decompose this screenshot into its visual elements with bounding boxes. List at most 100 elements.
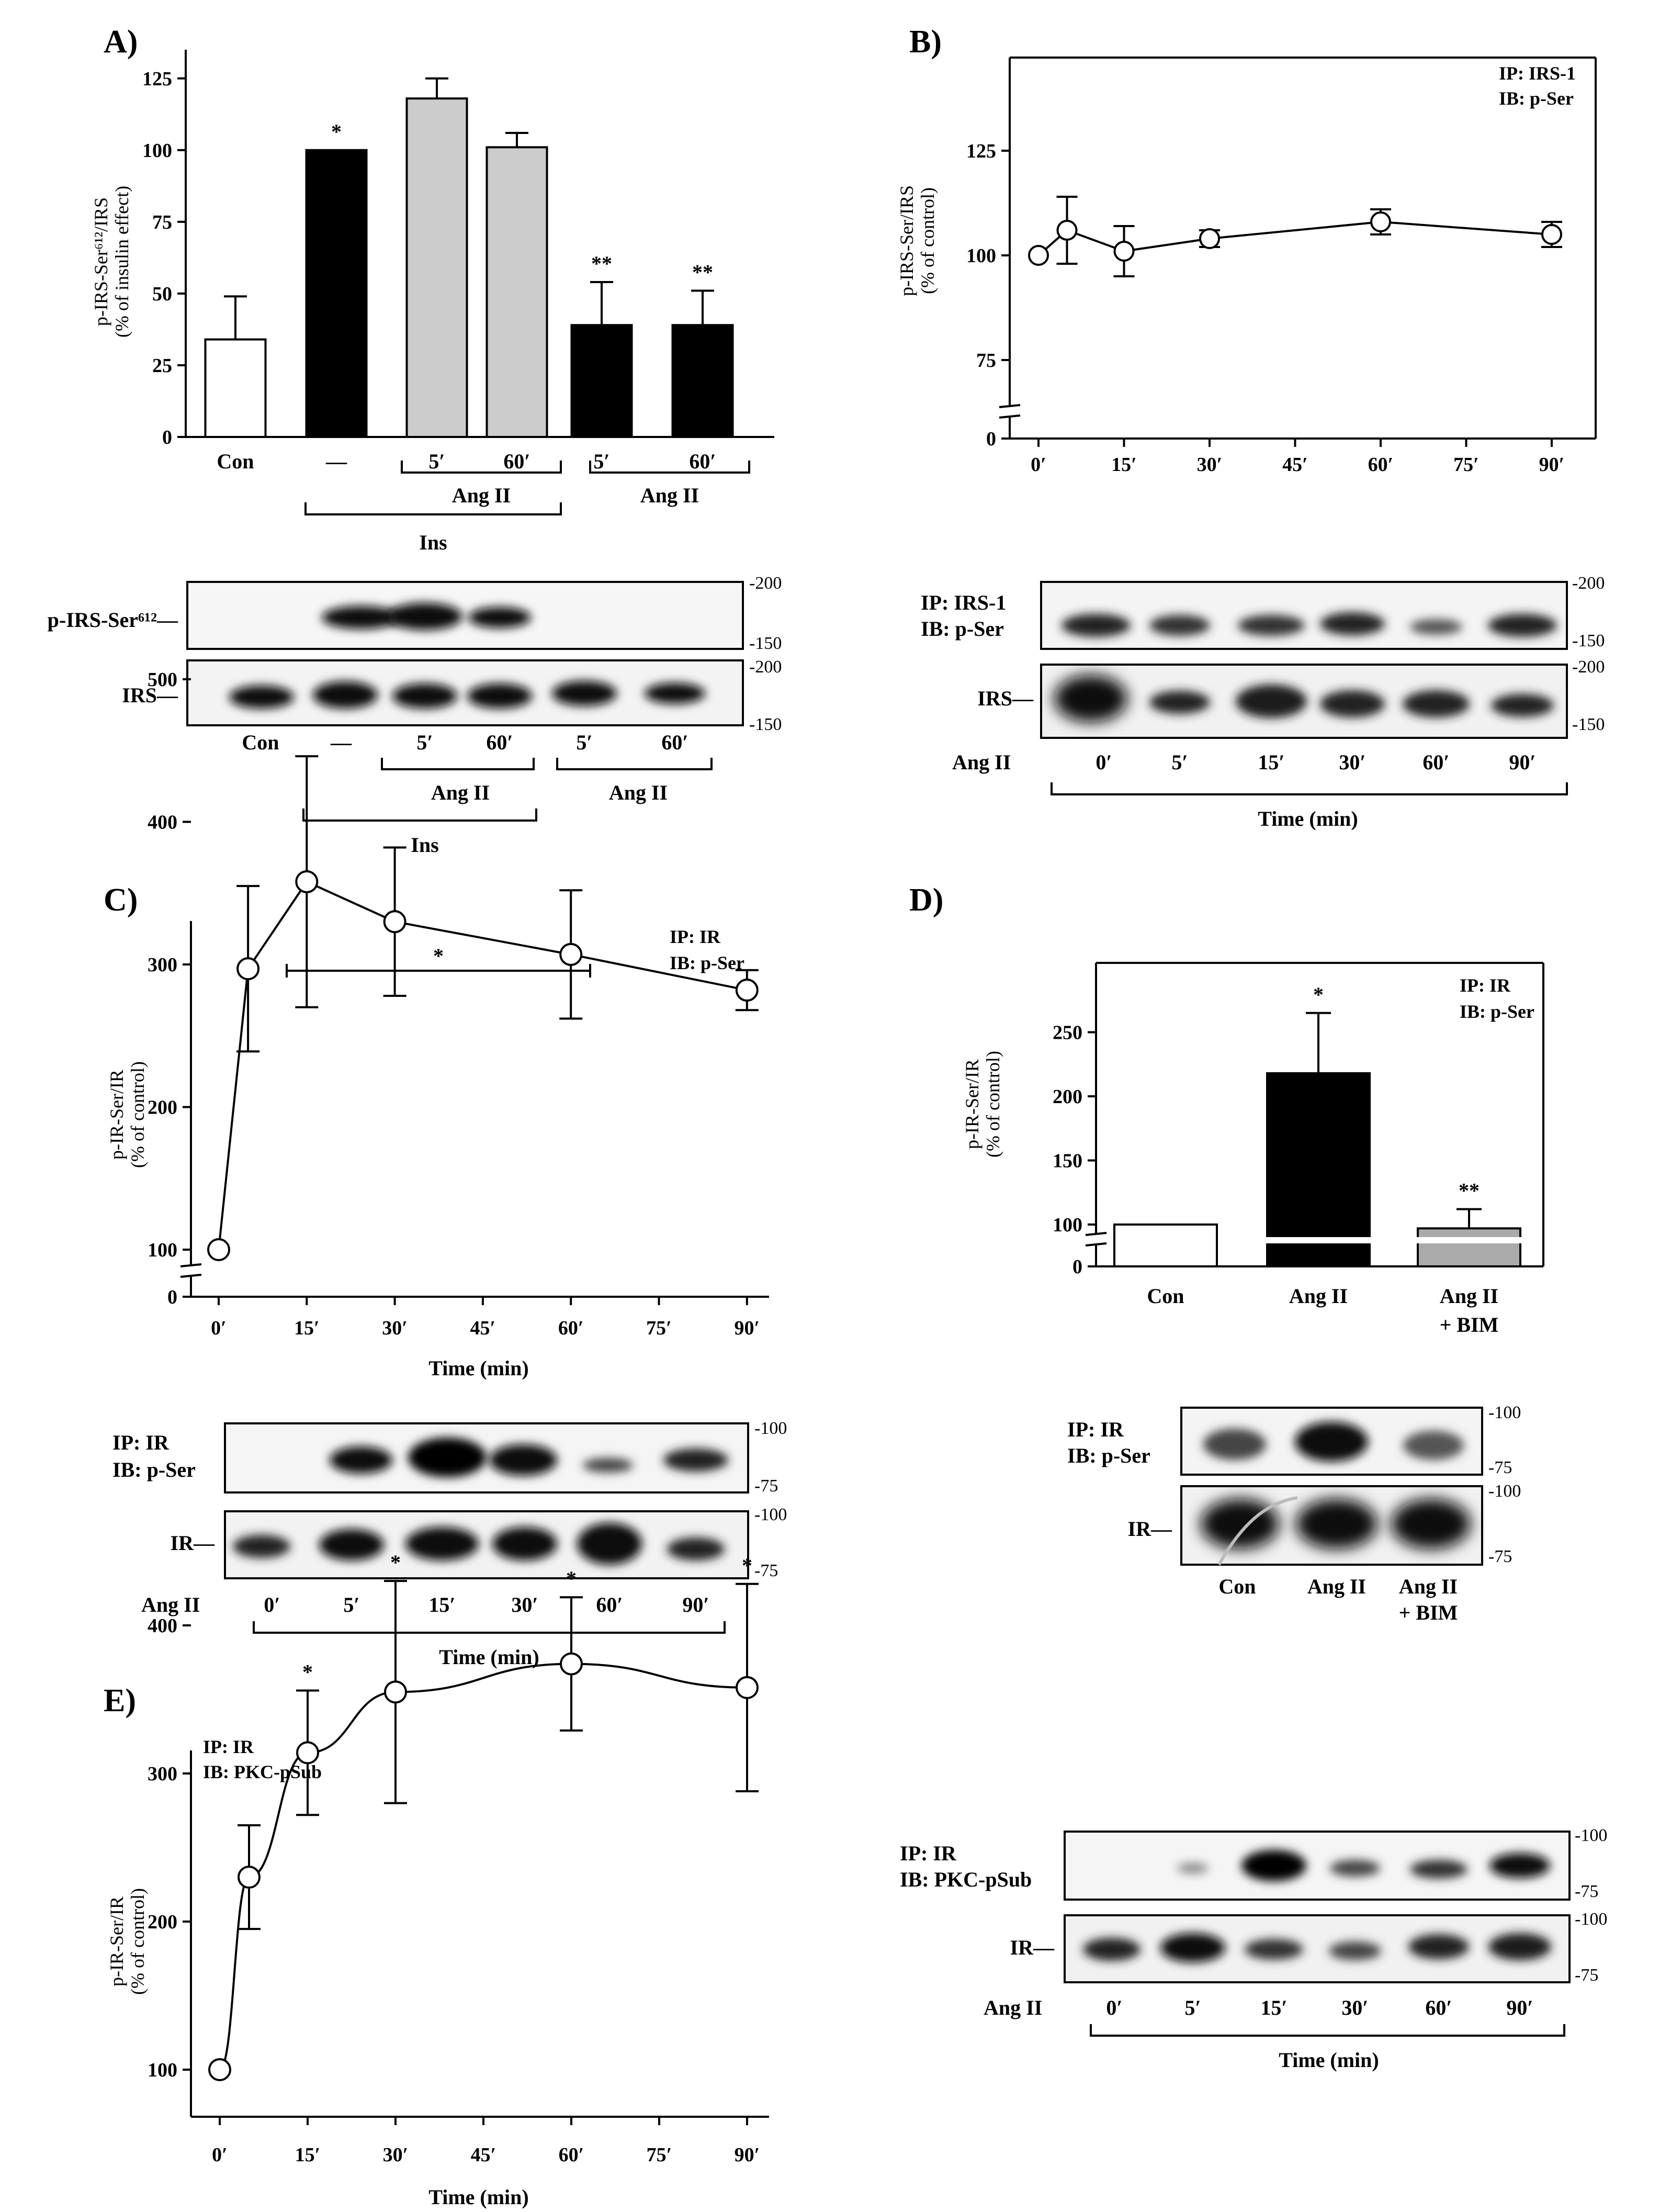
panel-c-blot: [224, 1422, 749, 1579]
band: [1238, 615, 1305, 636]
x-tick-label: 90′: [734, 1317, 760, 1339]
data-point: [383, 910, 407, 934]
blot-e-lane-2: 5′: [1184, 1996, 1201, 2019]
panel-e-ylabel-line1: p-IR-Ser/IR: [106, 1896, 127, 1986]
bar: [1266, 1072, 1371, 1267]
panel-d-bar-label-3: Ang II: [1440, 1284, 1498, 1308]
blot-a-group-ins: Ins: [411, 833, 438, 857]
blot-b-lane-2: 5′: [1171, 750, 1188, 774]
blot-b-row2-label: IRS—: [977, 687, 1034, 710]
blot-b-mw1-top: -200: [1572, 574, 1605, 593]
bar: [204, 338, 267, 439]
blot-b-mw2-top: -200: [1572, 657, 1605, 677]
blot-b-bracket: [1051, 782, 1568, 795]
blot-a-mw1-top: -200: [749, 574, 782, 593]
blot-e-row2-label: IR—: [1010, 1936, 1055, 1959]
blot-e-row1: [1064, 1831, 1571, 1901]
x-tick-label: 30′: [382, 1317, 408, 1339]
blot-c-row1: [224, 1422, 749, 1494]
blot-b-lane-1: 0′: [1096, 750, 1112, 774]
blot-a-lane-4: 60′: [486, 731, 513, 754]
blot-d-mw2-top: -100: [1488, 1481, 1521, 1501]
blot-a-row1-label: p-IRS-Ser⁶¹²—: [48, 608, 178, 632]
data-point: [736, 1676, 759, 1699]
blot-c-mw2-bottom: -75: [754, 1561, 778, 1580]
panel-c-ylabel-line2: (% of control): [127, 1061, 148, 1168]
y-tick-label: 200: [1053, 1086, 1082, 1108]
x-tick-label: 45′: [470, 1317, 496, 1339]
band: [1408, 1934, 1469, 1959]
significance-star: *: [390, 1551, 401, 1574]
significance-star: *: [1313, 983, 1324, 1006]
blot-a-lane-1: Con: [242, 731, 279, 754]
panel-e-ylabel: p-IR-Ser/IR (% of control): [106, 1888, 148, 1995]
band: [667, 1537, 725, 1560]
blot-d-ib: IB: p-Ser: [1067, 1444, 1150, 1467]
blot-c-ip: IP: IR: [112, 1431, 170, 1454]
band: [1491, 694, 1554, 717]
panel-e-ylabel-line2: (% of control): [127, 1888, 148, 1995]
band: [1054, 675, 1127, 722]
blot-a-group-angii-ins: Ang II: [431, 781, 490, 804]
axis-break-mark: [180, 1263, 202, 1267]
band: [1488, 614, 1557, 637]
blot-d-mw2-bottom: -75: [1488, 1547, 1512, 1566]
x-tick-label: 45′: [1282, 454, 1308, 476]
blot-b-ib: IB: p-Ser: [921, 617, 1004, 641]
x-tick-label: 75′: [646, 1317, 672, 1339]
panel-c-ylabel-line1: p-IR-Ser/IR: [106, 1070, 127, 1160]
panel-d-ylabel-line1: p-IR-Ser/IR: [962, 1059, 983, 1149]
blot-e-xlabel: Time (min): [1279, 2048, 1379, 2072]
data-point: [208, 2058, 231, 2081]
bar: [1113, 1223, 1218, 1267]
band: [1410, 619, 1462, 635]
significance-star: *: [331, 120, 342, 143]
panel-d-ylabel-line2: (% of control): [983, 1051, 1003, 1158]
band: [552, 681, 617, 706]
blot-e-mw2-bottom: -75: [1575, 1966, 1598, 1985]
band: [1062, 614, 1131, 637]
panel-d-bar-label-1: Con: [1147, 1284, 1184, 1308]
y-tick-label: 300: [148, 954, 177, 976]
data-point: [560, 1652, 583, 1676]
panel-c-legend-ib: IB: p-Ser: [670, 952, 744, 973]
x-tick-label: 90′: [1539, 454, 1565, 476]
panel-c-line-chart: 0 100 200 300 400 500 0′ 15′ 30′ 45′ 60′ 75′ 90′: [148, 669, 769, 1339]
bar: [305, 149, 368, 438]
y-tick-label: 0: [167, 1286, 177, 1308]
band: [489, 1444, 557, 1476]
panel-b-legend-ib: IB: p-Ser: [1499, 88, 1574, 109]
blot-c-xlabel: Time (min): [439, 1645, 539, 1669]
blot-a-mw2-top: -200: [749, 657, 782, 677]
band: [233, 1535, 290, 1558]
band: [1296, 1499, 1378, 1549]
x-tick-label: 60′: [559, 2144, 584, 2166]
panel-c-significance-bracket: [286, 964, 591, 978]
x-tick-label: 90′: [735, 2144, 760, 2166]
blot-b-xlabel: Time (min): [1258, 807, 1358, 830]
x-tick-label: 0′: [1031, 454, 1046, 476]
blot-a-row1: [186, 581, 744, 650]
band: [408, 1438, 487, 1477]
blot-e-lane-6: 90′: [1506, 1996, 1533, 2019]
blot-a-lane-3: 5′: [416, 731, 433, 754]
blot-d-ip: IP: IR: [1067, 1418, 1124, 1441]
panel-d-legend-ib: IB: p-Ser: [1460, 1001, 1534, 1022]
y-tick-label: 25: [152, 355, 172, 377]
bar: [486, 146, 548, 438]
band: [1488, 1933, 1551, 1960]
band: [405, 1527, 479, 1560]
data-point: [559, 942, 583, 966]
x-tick-label: 15′: [1111, 454, 1137, 476]
bar-break-gap: [1416, 1237, 1522, 1243]
blot-c-lane-5: 60′: [596, 1593, 623, 1616]
blot-b-row1: [1040, 581, 1568, 650]
band: [645, 683, 705, 704]
panel-d-label: D): [909, 882, 943, 918]
band: [1149, 615, 1210, 636]
bar-label: 5′: [593, 450, 609, 473]
significance-star: *: [566, 1567, 577, 1590]
blot-d-row2-label: IR—: [1128, 1517, 1172, 1541]
axis-break-mark: [999, 414, 1021, 419]
blot-b-lane-5: 60′: [1422, 750, 1449, 774]
